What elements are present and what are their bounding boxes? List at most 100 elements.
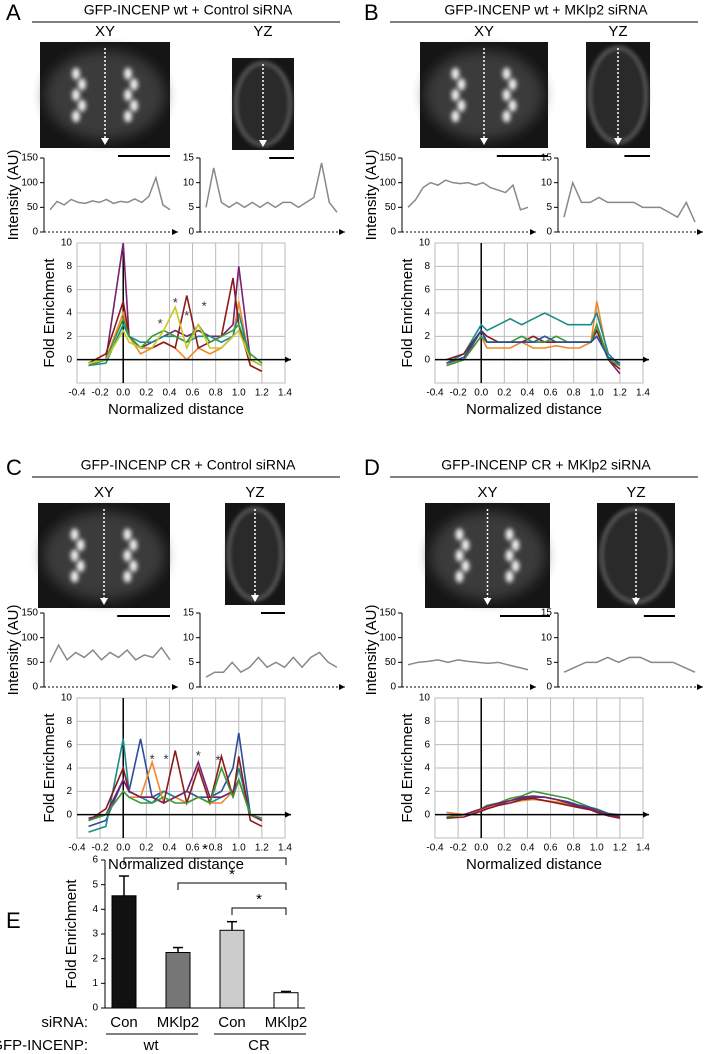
y-tick-label: 6 [424, 284, 430, 295]
chromosome [123, 528, 132, 541]
chromosome [70, 528, 79, 541]
y-tick-label: 2 [66, 331, 72, 342]
y-tick-label: 6 [66, 739, 72, 750]
annotation: * [184, 308, 189, 323]
chromosome [76, 560, 85, 572]
x-axis-label: Normalized distance [108, 856, 244, 873]
enrichment-line [88, 316, 263, 367]
x-tick-label: 1.0 [590, 843, 604, 854]
y-tick-label: 8 [424, 716, 430, 727]
x-tick-label: 1.0 [590, 388, 604, 399]
y-tick-label: 50 [385, 202, 397, 213]
x-tick-label: 0.6 [186, 843, 200, 854]
intensity-line [407, 179, 529, 211]
intensity-line [49, 175, 171, 211]
x-tick-label: 0.6 [186, 388, 200, 399]
y-tick-label: 0 [66, 354, 72, 365]
x-tick-label: 1.4 [278, 388, 292, 399]
chromosome [502, 89, 511, 101]
x-axis-label: Normalized distance [108, 401, 244, 418]
y-tick-label: 100 [379, 177, 396, 188]
x-tick-label: -0.4 [426, 388, 444, 399]
x-tick-label: 0.0 [116, 843, 130, 854]
group-title: GFP-INCENP: [0, 1037, 88, 1054]
y-axis-label: Fold Enrichment [41, 258, 58, 368]
y-tick-label: 0 [390, 682, 396, 693]
y-tick-label: 0 [546, 682, 552, 693]
chromosome [124, 110, 132, 123]
x-tick-label: 0.8 [567, 388, 581, 399]
y-tick-label: 6 [424, 739, 430, 750]
chromosome [505, 570, 514, 583]
micrograph [225, 503, 285, 614]
y-tick-label: 4 [66, 308, 72, 319]
significance-bracket [123, 857, 287, 865]
annotation: * [215, 752, 220, 767]
significance-label: * [202, 841, 208, 858]
y-tick-label: 0 [32, 682, 38, 693]
y-tick-label: 10 [541, 632, 553, 643]
x-tick-label: 0.4 [520, 388, 534, 399]
x-tick-label: 0.8 [209, 843, 223, 854]
enrichment-line [446, 797, 621, 819]
enrichment-line [446, 322, 621, 367]
y-tick-label: 10 [419, 238, 431, 249]
y-axis-label: Fold Enrichment [399, 258, 416, 368]
x-tick-label: Con [218, 1014, 246, 1031]
panel-letter: A [6, 0, 21, 25]
y-tick-label: 0 [66, 809, 72, 820]
intensity-line [49, 643, 171, 663]
x-tick-label: -0.4 [68, 388, 86, 399]
group-label: wt [143, 1037, 160, 1054]
enrichment-line [446, 301, 621, 367]
y-tick-label: 50 [385, 657, 397, 668]
x-tick-label: 1.4 [278, 843, 292, 854]
y-tick-label: 4 [92, 904, 98, 915]
chromosome [72, 67, 80, 80]
x-tick-label: 0.4 [520, 843, 534, 854]
y-tick-label: 100 [379, 632, 396, 643]
enrichment-line [88, 759, 263, 822]
y-tick-label: 5 [92, 879, 98, 890]
x-tick-label: 1.4 [636, 388, 650, 399]
y-tick-label: 4 [66, 763, 72, 774]
y-tick-label: 10 [541, 177, 553, 188]
y-axis-label: Fold Enrichment [63, 879, 80, 989]
y-tick-label: 2 [92, 953, 98, 964]
chromosome [72, 110, 80, 123]
panel-title: GFP-INCENP wt + MKlp2 siRNA [444, 2, 648, 18]
y-tick-label: 100 [21, 632, 38, 643]
y-tick-label: 4 [424, 308, 430, 319]
arrow-head [100, 598, 108, 605]
y-axis-label: Intensity (AU) [363, 150, 380, 241]
annotation: * [196, 748, 201, 763]
x-tick-label: 0.2 [139, 388, 153, 399]
significance-bracket [231, 907, 287, 915]
view-label: XY [474, 23, 494, 40]
chromosome [511, 539, 520, 551]
chromosome [78, 99, 86, 112]
chromosome [505, 549, 514, 562]
intensity-line [563, 656, 696, 673]
cell-body [425, 50, 543, 140]
chromosome [70, 570, 79, 583]
chromosome [76, 539, 85, 551]
y-tick-label: 50 [27, 657, 39, 668]
y-tick-label: 5 [546, 202, 552, 213]
arrow-head [632, 598, 640, 605]
chromosome [123, 570, 132, 583]
annotation: * [150, 751, 155, 766]
y-tick-label: 3 [92, 929, 98, 940]
view-label: YZ [608, 23, 627, 40]
chromosome [78, 78, 86, 91]
view-label: XY [477, 484, 497, 501]
arrow-head [101, 138, 109, 145]
x-tick-label: 0.4 [162, 843, 176, 854]
y-tick-label: 15 [183, 608, 195, 619]
y-tick-label: 0 [92, 1003, 98, 1014]
arrow-head [480, 138, 488, 145]
bar [219, 929, 245, 1009]
bar [165, 952, 191, 1009]
x-tick-label: 1.2 [255, 843, 269, 854]
x-tick-label: 1.2 [613, 388, 627, 399]
